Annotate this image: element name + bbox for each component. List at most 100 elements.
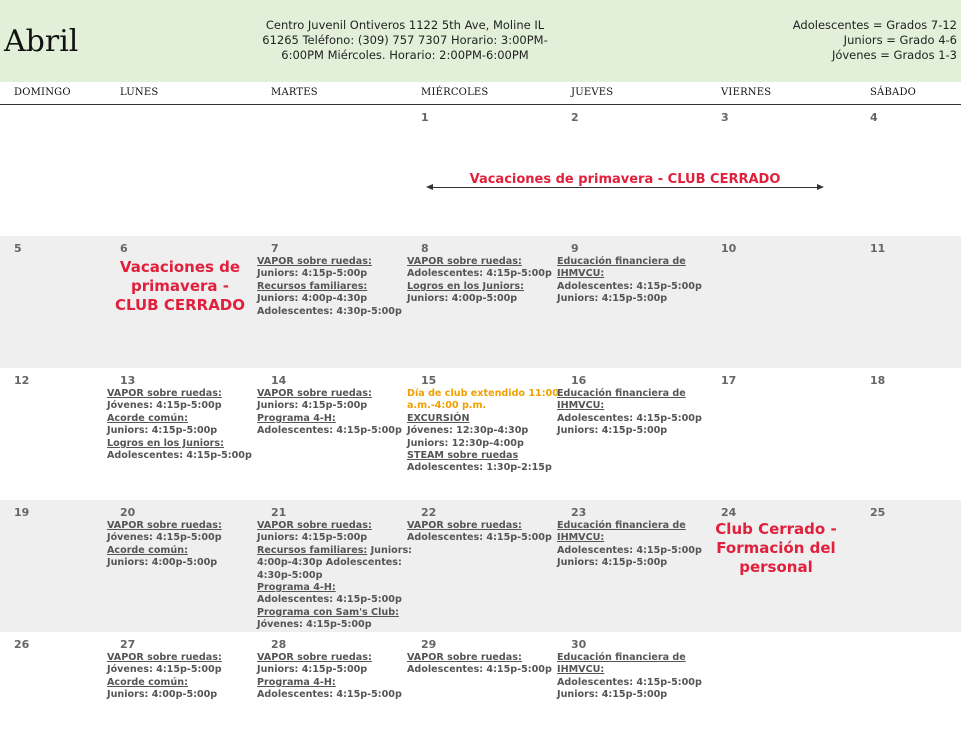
day-number: 8	[421, 242, 429, 255]
day-number: 18	[870, 374, 886, 387]
day-number: 13	[120, 374, 136, 387]
days-of-week-row: DOMINGO LUNES MARTES MIÉRCOLES JUEVES VI…	[0, 86, 961, 105]
day-number: 19	[14, 506, 30, 519]
event-time: Juniors: 4:15p-5:00p	[257, 400, 368, 412]
event-title: Educación financiera de	[557, 388, 686, 399]
day-events: VAPOR sobre ruedas: Adolescentes: 4:15p-…	[407, 652, 552, 677]
day-number: 23	[571, 506, 587, 519]
day-number: 29	[421, 638, 437, 651]
dow-friday: VIERNES	[721, 87, 772, 98]
day-events: VAPOR sobre ruedas: Adolescentes: 4:15p-…	[407, 256, 552, 306]
event-title: IHMVCU:	[557, 268, 605, 280]
event-title: VAPOR sobre ruedas:	[407, 256, 522, 267]
event-title: Recursos familiares:	[257, 280, 368, 292]
notice-line: Club Cerrado -	[715, 520, 837, 538]
event-title: VAPOR sobre ruedas:	[257, 520, 372, 531]
event-time: Juniors: 4:15p-5:00p	[557, 425, 668, 437]
event-time: Juniors: 12:30p-4:00p	[407, 437, 524, 449]
day-number: 1	[421, 111, 429, 124]
day-events: Educación financiera de IHMVCU: Adolesce…	[557, 388, 702, 438]
day-events: Educación financiera de IHMVCU: Adolesce…	[557, 256, 702, 306]
week-row: 19 20 21 22 23 24 25 VAPOR sobre ruedas:…	[0, 500, 961, 632]
club-info-line: Centro Juvenil Ontiveros 1122 5th Ave, M…	[265, 18, 545, 32]
event-title: VAPOR sobre ruedas:	[107, 388, 222, 399]
week-row: 1 2 3 4 Vacaciones de primavera - CLUB C…	[0, 105, 961, 236]
day-number: 9	[571, 242, 579, 255]
spring-break-banner-text: Vacaciones de primavera - CLUB CERRADO	[467, 172, 783, 187]
grade-legend: Adolescentes = Grados 7-12 Juniors = Gra…	[793, 18, 957, 63]
event-title: Educación financiera de	[557, 520, 686, 531]
event-time: Adolescentes: 4:15p-5:00p	[407, 268, 552, 280]
day-number: 25	[870, 506, 886, 519]
club-info-line: 61265 Teléfono: (309) 757 7307 Horario: …	[262, 33, 548, 47]
day-number: 6	[120, 242, 128, 255]
dow-sunday: DOMINGO	[14, 87, 71, 98]
event-title: VAPOR sobre ruedas:	[407, 652, 522, 663]
event-title: Recursos familiares:	[257, 544, 368, 556]
event-time: Juniors: 4:15p-5:00p	[557, 689, 668, 701]
calendar-header: Abril Centro Juvenil Ontiveros 1122 5th …	[0, 0, 961, 82]
event-time: Adolescentes: 4:15p-5:00p	[257, 594, 402, 606]
event-title: IHMVCU:	[557, 400, 605, 412]
day-number: 5	[14, 242, 22, 255]
day-number: 24	[721, 506, 737, 519]
event-time: Adolescentes: 4:15p-5:00p	[557, 676, 702, 688]
day-events: VAPOR sobre ruedas: Juniors: 4:15p-5:00p…	[257, 256, 402, 318]
event-time: Juniors: 4:15p-5:00p	[257, 664, 368, 676]
day-events: VAPOR sobre ruedas: Jóvenes: 4:15p-5:00p…	[107, 520, 222, 570]
event-title: Acorde común:	[107, 412, 188, 424]
event-title: STEAM sobre ruedas	[407, 450, 519, 462]
event-time: Adolescentes: 4:15p-5:00p	[557, 280, 702, 292]
event-title: Logros en los Juniors:	[107, 437, 224, 449]
day-events: VAPOR sobre ruedas: Juniors: 4:15p-5:00p…	[257, 388, 402, 438]
event-time: Adolescentes: 1:30p-2:15p	[407, 462, 552, 474]
week-row: 26 27 28 29 30 VAPOR sobre ruedas: Jóven…	[0, 632, 961, 747]
day-number: 28	[271, 638, 287, 651]
event-time: Juniors: 4:00p-5:00p	[107, 689, 218, 701]
day-number: 17	[721, 374, 737, 387]
event-time: Juniors: 4:00p-4:30p	[257, 293, 368, 305]
event-title: VAPOR sobre ruedas:	[107, 652, 222, 663]
legend-line: Jóvenes = Grados 1-3	[831, 48, 957, 62]
day-number: 12	[14, 374, 30, 387]
arrow-line	[428, 187, 822, 188]
event-time: Adolescentes: 4:30p-5:00p	[257, 305, 402, 317]
spring-break-arrow: Vacaciones de primavera - CLUB CERRADO	[426, 172, 824, 193]
day-number: 27	[120, 638, 136, 651]
event-title: Programa 4-H:	[257, 582, 336, 594]
dow-saturday: SÁBADO	[870, 87, 917, 98]
notice-line: Formación del	[716, 539, 836, 557]
arrow-left-icon	[426, 184, 433, 190]
dow-thursday: JUEVES	[571, 87, 614, 98]
event-time: Adolescentes: 4:15p-5:00p	[257, 425, 402, 437]
arrow-right-icon	[817, 184, 824, 190]
event-time: Juniors: 4:00p-5:00p	[107, 557, 218, 569]
day-number: 4	[870, 111, 878, 124]
week-row: 12 13 14 15 16 17 18 VAPOR sobre ruedas:…	[0, 368, 961, 500]
event-title: Programa 4-H:	[257, 676, 336, 688]
legend-line: Juniors = Grado 4-6	[843, 33, 957, 47]
day-number: 30	[571, 638, 587, 651]
event-time: 4:00p-4:30p Adolescentes:	[257, 557, 402, 569]
month-title: Abril	[4, 24, 79, 59]
event-title: Programa 4-H:	[257, 412, 336, 424]
extended-day-notice: Día de club extendido 11:00	[407, 388, 559, 399]
day-number: 11	[870, 242, 886, 255]
event-time: Adolescentes: 4:15p-5:00p	[407, 664, 552, 676]
event-title: Acorde común:	[107, 676, 188, 688]
event-time: Adolescentes: 4:15p-5:00p	[257, 689, 402, 701]
event-time: Jóvenes: 12:30p-4:30p	[407, 425, 529, 437]
event-time: Juniors: 4:15p-5:00p	[257, 268, 368, 280]
day-events: VAPOR sobre ruedas: Jóvenes: 4:15p-5:00p…	[107, 388, 252, 462]
event-time: Jóvenes: 4:15p-5:00p	[107, 532, 222, 544]
event-time: Juniors:	[367, 544, 412, 556]
event-time: Juniors: 4:15p-5:00p	[557, 557, 668, 569]
event-title: Acorde común:	[107, 544, 188, 556]
extended-day-notice: a.m.-4:00 p.m.	[407, 400, 487, 412]
day-number: 15	[421, 374, 437, 387]
event-time: Adolescentes: 4:15p-5:00p	[557, 412, 702, 424]
event-title: Educación financiera de	[557, 652, 686, 663]
dow-wednesday: MIÉRCOLES	[421, 87, 489, 98]
event-time: Jóvenes: 4:15p-5:00p	[107, 400, 222, 412]
event-title: Logros en los Juniors:	[407, 280, 524, 292]
